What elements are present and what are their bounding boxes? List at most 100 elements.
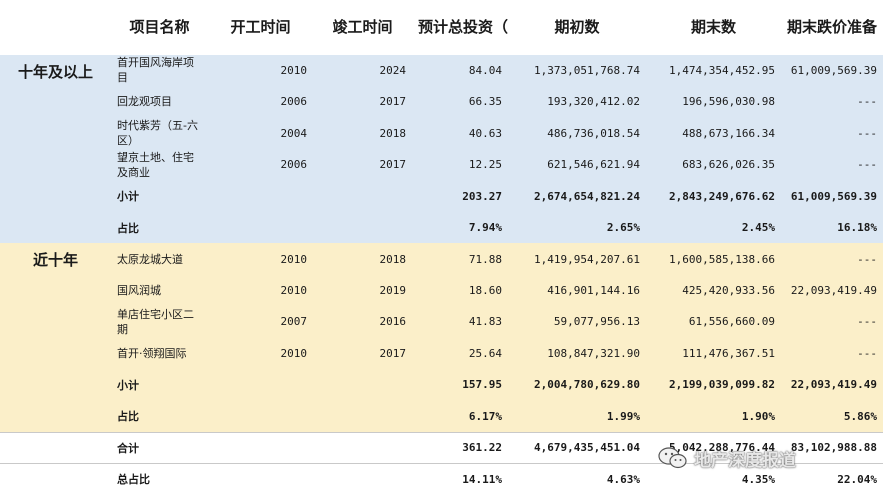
subtotal-row: 小计 157.95 2,004,780,629.80 2,199,039,099… — [0, 369, 883, 401]
end-year: 2017 — [313, 149, 412, 181]
start-year: 2006 — [208, 149, 313, 181]
investment-value: 71.88 — [412, 243, 508, 275]
table-row: 望京土地、住宅及商业 2006 2017 12.25 621,546,621.9… — [0, 149, 883, 181]
watermark-text: 地产深度报道 — [694, 450, 796, 471]
empty-cell — [313, 400, 412, 433]
empty-cell — [208, 180, 313, 212]
opening-value: 486,736,018.54 — [508, 117, 646, 150]
table-row: 回龙观项目 2006 2017 66.35 193,320,412.02 196… — [0, 86, 883, 118]
investment-value: 84.04 — [412, 54, 508, 87]
investment-value: 18.60 — [412, 274, 508, 307]
investment-value: 361.22 — [412, 431, 508, 464]
col-header-start: 开工时间 — [208, 0, 313, 55]
opening-value: 59,077,956.13 — [508, 306, 646, 338]
start-year: 2010 — [208, 274, 313, 307]
opening-value: 621,546,621.94 — [508, 149, 646, 181]
start-year: 2006 — [208, 86, 313, 118]
provision-value: 61,009,569.39 — [781, 180, 883, 212]
investment-ratio: 7.94% — [412, 211, 508, 244]
group-header — [0, 0, 111, 55]
empty-cell — [208, 462, 313, 495]
empty-cell — [313, 211, 412, 244]
provision-value: --- — [781, 337, 883, 370]
col-header-closing: 期末数 — [646, 0, 781, 55]
closing-value: 425,420,933.56 — [646, 274, 781, 307]
opening-value: 1,419,954,207.61 — [508, 243, 646, 275]
closing-value: 1,474,354,452.95 — [646, 54, 781, 87]
wechat-icon — [658, 447, 687, 469]
watermark: 地产深度报道 — [658, 444, 796, 472]
end-year: 2017 — [313, 86, 412, 118]
closing-value: 61,556,660.09 — [646, 306, 781, 338]
closing-ratio: 4.35% — [646, 462, 781, 495]
group-label-recent-decade: 近十年 — [0, 243, 111, 433]
table-row: 时代紫芳（五-六区） 2004 2018 40.63 486,736,018.5… — [0, 117, 883, 150]
empty-cell — [208, 400, 313, 433]
ratio-label: 占比 — [111, 211, 208, 244]
closing-value: 488,673,166.34 — [646, 117, 781, 150]
project-name: 太原龙城大道 — [111, 243, 208, 275]
provision-value: 22,093,419.49 — [781, 274, 883, 307]
col-header-name: 项目名称 — [111, 0, 208, 55]
empty-cell — [0, 431, 111, 464]
provision-ratio: 5.86% — [781, 400, 883, 433]
table-row: 国风润城 2010 2019 18.60 416,901,144.16 425,… — [0, 274, 883, 307]
project-name: 望京土地、住宅及商业 — [111, 149, 208, 181]
provision-value: --- — [781, 243, 883, 275]
start-year: 2010 — [208, 243, 313, 275]
opening-value: 1,373,051,768.74 — [508, 54, 646, 87]
total-label: 合计 — [111, 431, 208, 464]
project-name: 国风润城 — [111, 274, 208, 307]
col-header-opening: 期初数 — [508, 0, 646, 55]
provision-value: --- — [781, 117, 883, 150]
closing-value: 111,476,367.51 — [646, 337, 781, 370]
provision-value: --- — [781, 86, 883, 118]
end-year: 2019 — [313, 274, 412, 307]
col-header-investment: 预计总投资（亿元） — [412, 0, 508, 55]
opening-value: 2,674,654,821.24 — [508, 180, 646, 212]
investment-ratio: 14.11% — [412, 462, 508, 495]
project-name: 单店住宅小区二期 — [111, 306, 208, 338]
opening-ratio: 2.65% — [508, 211, 646, 244]
opening-ratio: 1.99% — [508, 400, 646, 433]
project-name: 首开·领翔国际 — [111, 337, 208, 370]
col-header-provision: 期末跌价准备 — [781, 0, 883, 55]
closing-value: 196,596,030.98 — [646, 86, 781, 118]
opening-value: 108,847,321.90 — [508, 337, 646, 370]
project-name: 首开国风海岸项目 — [111, 54, 208, 87]
start-year: 2010 — [208, 54, 313, 87]
empty-cell — [0, 462, 111, 495]
ratio-label: 占比 — [111, 400, 208, 433]
start-year: 2004 — [208, 117, 313, 150]
investment-value: 12.25 — [412, 149, 508, 181]
end-year: 2017 — [313, 337, 412, 370]
table-row: 单店住宅小区二期 2007 2016 41.83 59,077,956.13 6… — [0, 306, 883, 338]
provision-value: --- — [781, 306, 883, 338]
closing-value: 2,843,249,676.62 — [646, 180, 781, 212]
investment-ratio: 6.17% — [412, 400, 508, 433]
empty-cell — [208, 211, 313, 244]
closing-ratio: 2.45% — [646, 211, 781, 244]
empty-cell — [313, 369, 412, 401]
table-row: 十年及以上 首开国风海岸项目 2010 2024 84.04 1,373,051… — [0, 54, 883, 244]
subtotal-label: 小计 — [111, 369, 208, 401]
investment-value: 203.27 — [412, 180, 508, 212]
subtotal-label: 小计 — [111, 180, 208, 212]
ratio-row: 占比 7.94% 2.65% 2.45% 16.18% — [0, 211, 883, 244]
end-year: 2016 — [313, 306, 412, 338]
project-name: 回龙观项目 — [111, 86, 208, 118]
col-header-end: 竣工时间 — [313, 0, 412, 55]
provision-value: 83,102,988.88 — [781, 431, 883, 464]
investment-value: 41.83 — [412, 306, 508, 338]
group-label-ten-plus-years: 十年及以上 — [0, 54, 111, 244]
table-row: 近十年 太原龙城大道 2010 2018 71.88 1,419,954,207… — [0, 243, 883, 433]
provision-ratio: 16.18% — [781, 211, 883, 244]
opening-value: 4,679,435,451.04 — [508, 431, 646, 464]
subtotal-row: 小计 203.27 2,674,654,821.24 2,843,249,676… — [0, 180, 883, 212]
investment-value: 66.35 — [412, 86, 508, 118]
closing-value: 683,626,026.35 — [646, 149, 781, 181]
header-row: 项目名称 开工时间 竣工时间 预计总投资（亿元） 期初数 期末数 期末跌价准备 — [0, 0, 883, 55]
start-year: 2007 — [208, 306, 313, 338]
end-year: 2024 — [313, 54, 412, 87]
